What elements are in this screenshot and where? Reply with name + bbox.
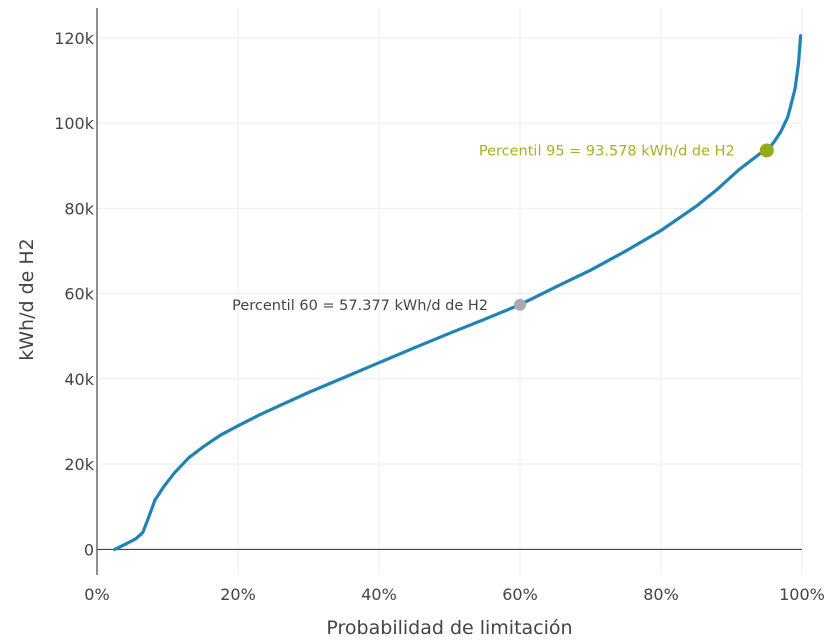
- series-line: [113, 34, 803, 551]
- x-axis-title: Probabilidad de limitación: [326, 617, 572, 639]
- x-tick-label: 20%: [220, 585, 256, 604]
- y-tick-label: 80k: [64, 199, 94, 218]
- x-tick-labels: 0% 20% 40% 60% 80% 100%: [84, 585, 825, 604]
- annotation-label: Percentil 60 = 57.377 kWh/d de H2: [232, 298, 488, 314]
- annotation-label: Percentil 95 = 93.578 kWh/d de H2: [479, 143, 735, 159]
- annotations: Percentil 60 = 57.377 kWh/d de H2 Percent…: [232, 143, 774, 314]
- annotation-marker: [759, 143, 774, 158]
- x-tick-label: 100%: [779, 585, 825, 604]
- y-tick-label: 60k: [64, 285, 94, 304]
- y-tick-label: 20k: [64, 455, 94, 474]
- y-tick-label: 100k: [54, 114, 95, 133]
- axes: [96, 8, 802, 575]
- annotation-marker: [514, 298, 526, 311]
- x-tick-label: 80%: [643, 585, 679, 604]
- x-tick-label: 0%: [84, 585, 109, 604]
- y-tick-label: 40k: [64, 370, 94, 389]
- y-tick-label: 0: [84, 540, 94, 559]
- y-tick-label: 120k: [54, 29, 95, 48]
- grid-lines: [97, 8, 803, 575]
- y-tick-labels: 0 20k 40k 60k 80k 100k 120k: [54, 29, 95, 560]
- x-tick-label: 60%: [502, 585, 538, 604]
- y-axis-title: kWh/d de H2: [16, 238, 38, 361]
- x-tick-label: 40%: [361, 585, 397, 604]
